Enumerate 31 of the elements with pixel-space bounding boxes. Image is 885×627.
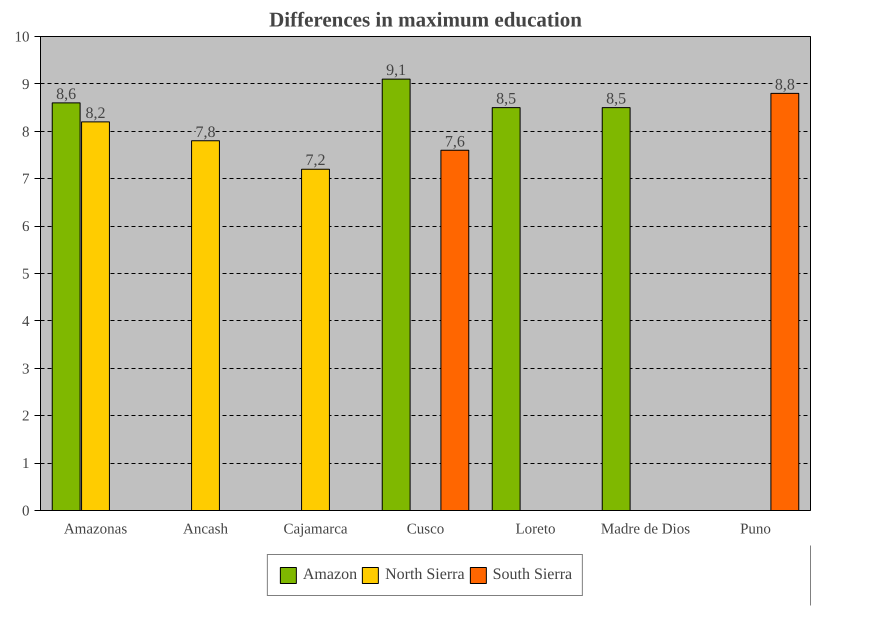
x-tick-label: Puno	[740, 522, 771, 538]
chart-title: Differences in maximum education	[269, 8, 582, 32]
data-label: 8,5	[496, 90, 516, 108]
y-tick-label: 4	[22, 314, 30, 330]
data-label: 9,1	[386, 62, 406, 80]
y-tick-label: 6	[22, 219, 30, 236]
y-tick-label: 0	[22, 504, 30, 520]
y-tick-label: 8	[22, 124, 30, 140]
x-tick-label: Cusco	[406, 522, 444, 538]
x-tick-label: Amazonas	[64, 522, 128, 538]
legend-label: South Sierra	[492, 566, 572, 584]
data-label: 8,6	[56, 86, 76, 103]
x-tick-label: Cajamarca	[283, 522, 348, 538]
x-tick-label: Loreto	[516, 522, 556, 538]
y-tick-label: 1	[22, 456, 30, 472]
y-tick-label: 7	[22, 172, 30, 188]
data-label: 8,5	[606, 90, 626, 108]
data-label: 8,8	[774, 76, 795, 94]
y-tick-label: 5	[22, 266, 30, 282]
y-tick-label: 2	[22, 408, 30, 425]
x-tick-label: Ancash	[183, 522, 228, 538]
legend-label: Amazon	[302, 566, 358, 584]
data-label: 7,6	[444, 133, 465, 150]
y-tick-label: 3	[22, 361, 30, 378]
y-tick-label: 10	[14, 30, 30, 46]
legend-label: North Sierra	[385, 566, 465, 584]
data-label: 7,8	[196, 124, 216, 141]
x-tick-label: Madre de Dios	[600, 522, 690, 538]
data-label: 7,2	[306, 152, 326, 170]
data-label: 8,2	[86, 104, 106, 122]
y-tick-label: 9	[22, 76, 30, 93]
